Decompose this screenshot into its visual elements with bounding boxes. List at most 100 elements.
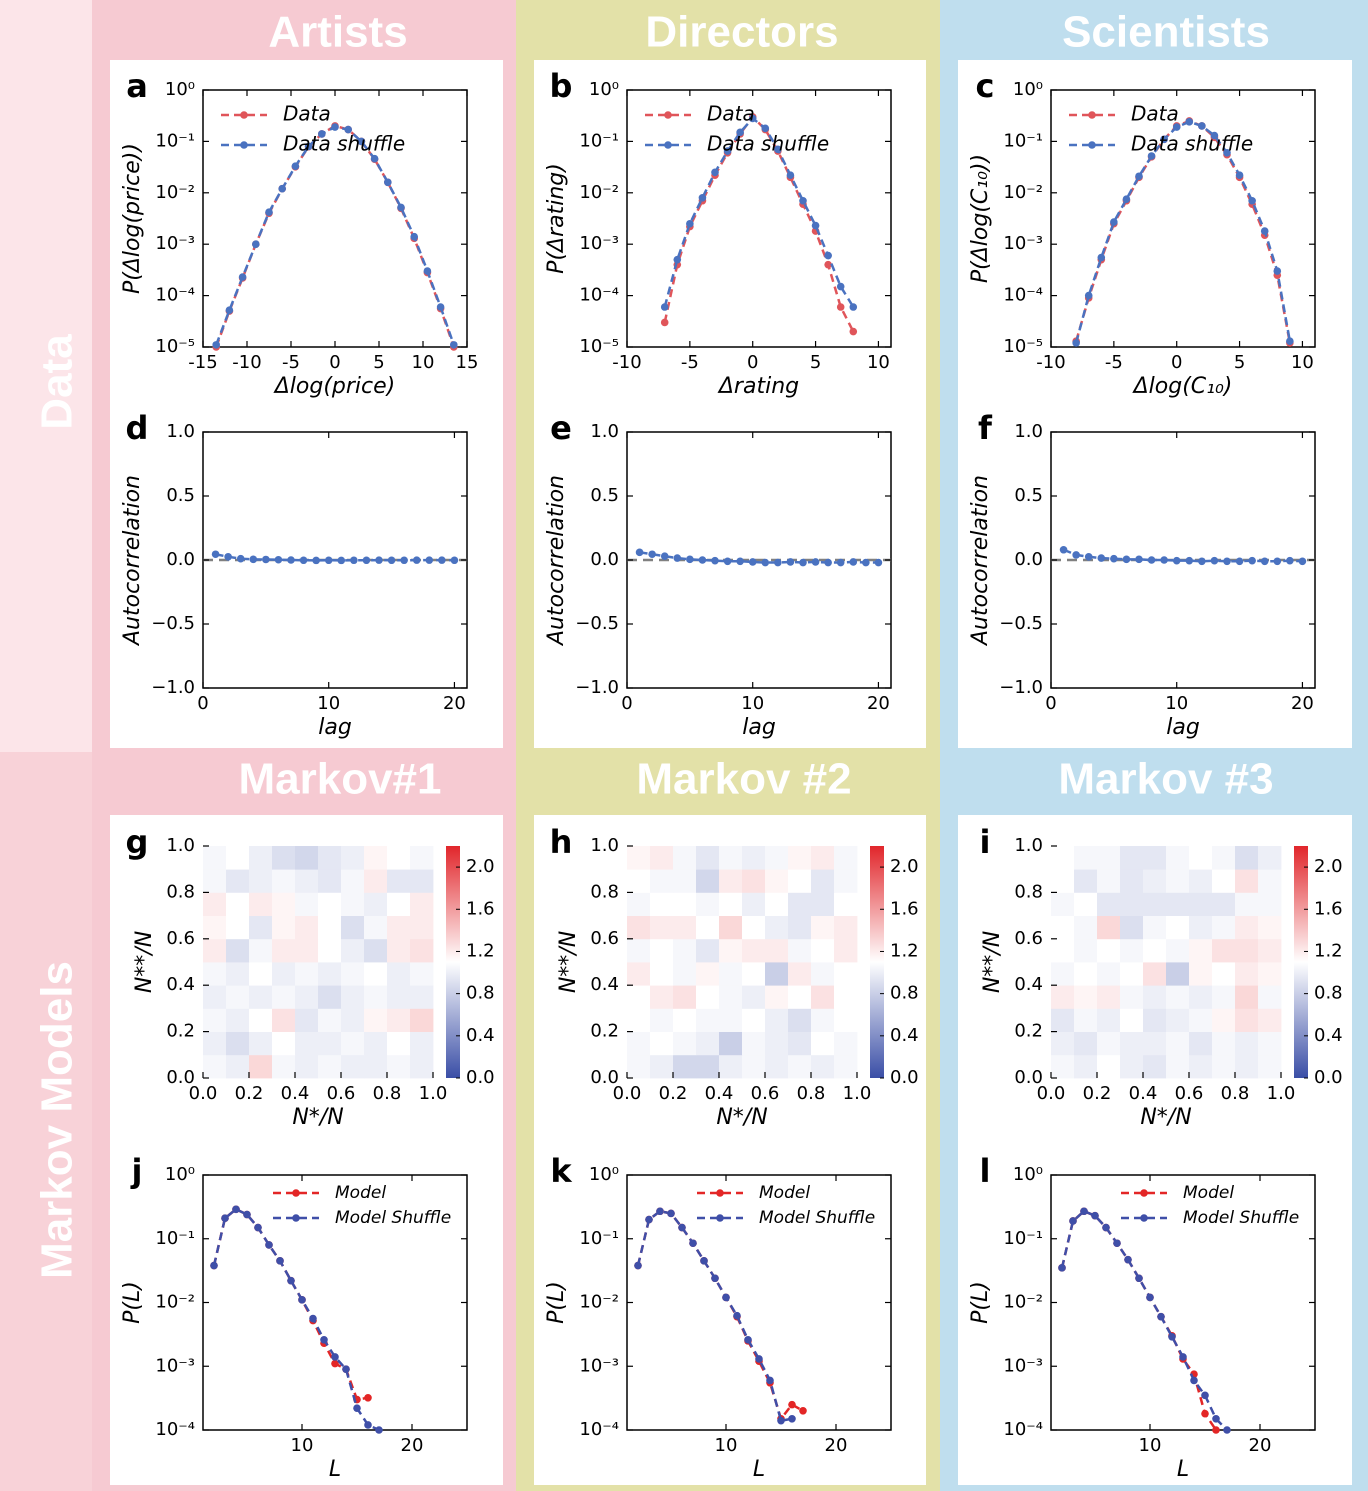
heatmap-cell bbox=[410, 846, 434, 870]
heatmap-cell bbox=[387, 962, 411, 986]
x-tick-label: 0.4 bbox=[705, 1083, 734, 1104]
data-point bbox=[824, 260, 832, 269]
x-axis-label: Δlog(C₁₀) bbox=[1132, 374, 1233, 399]
data-point bbox=[862, 558, 870, 567]
data-point bbox=[1198, 122, 1206, 130]
colorbar-tick-label: 1.6 bbox=[466, 898, 495, 919]
x-axis-label: Δrating bbox=[717, 374, 799, 399]
data-point bbox=[331, 123, 339, 131]
x-tick-label: -10 bbox=[612, 352, 641, 373]
heatmap-cell bbox=[387, 892, 411, 916]
legend-swatch bbox=[292, 1189, 300, 1197]
heatmap-cell bbox=[1097, 1054, 1121, 1079]
data-point bbox=[673, 554, 682, 562]
heatmap-cell bbox=[696, 962, 720, 986]
x-tick-label: 10 bbox=[412, 352, 435, 373]
heatmap-cell bbox=[364, 846, 388, 870]
data-point bbox=[648, 550, 656, 559]
heatmap-cell bbox=[272, 985, 296, 1009]
data-point bbox=[1248, 196, 1256, 205]
data-point bbox=[236, 554, 245, 563]
data-point bbox=[1223, 1426, 1231, 1434]
heatmap-cell bbox=[834, 846, 858, 870]
heatmap-cell bbox=[650, 985, 674, 1009]
heatmap-cell bbox=[410, 1054, 434, 1079]
series-line bbox=[663, 114, 855, 333]
x-tick-label: 0 bbox=[197, 693, 208, 714]
heatmap-cell bbox=[1120, 1054, 1144, 1079]
heatmap-cell bbox=[203, 962, 227, 986]
data-point bbox=[1160, 556, 1168, 564]
heatmap-cell bbox=[1120, 915, 1144, 940]
heatmap-cell bbox=[203, 1031, 227, 1056]
y-axis-label: N**/N bbox=[556, 931, 581, 993]
x-tick-label: 1.0 bbox=[419, 1083, 448, 1104]
x-tick-label: 5 bbox=[1234, 352, 1245, 373]
x-axis-label: L bbox=[1177, 1457, 1189, 1482]
heatmap-cell bbox=[1143, 892, 1167, 916]
data-point bbox=[774, 145, 782, 154]
data-point bbox=[1110, 554, 1118, 563]
data-point bbox=[824, 251, 832, 260]
heatmap-cell bbox=[1051, 938, 1075, 963]
data-point bbox=[450, 341, 458, 349]
series-line bbox=[1074, 119, 1292, 344]
heatmap-cell bbox=[387, 846, 411, 870]
x-tick-label: 10 bbox=[1139, 1435, 1162, 1456]
y-axis-label: P(Δlog(C₁₀)) bbox=[968, 154, 993, 283]
data-point bbox=[1084, 553, 1093, 561]
heatmap-cell bbox=[387, 1031, 411, 1056]
x-tick-label: 10 bbox=[1165, 693, 1188, 714]
x-tick-label: 0.2 bbox=[1083, 1083, 1112, 1104]
x-tick-label: 0 bbox=[621, 693, 632, 714]
heatmap-cell bbox=[1212, 915, 1236, 940]
heatmap-cell bbox=[1166, 892, 1190, 916]
heatmap-cell bbox=[627, 846, 651, 870]
y-tick-label: 0.5 bbox=[166, 485, 195, 506]
data-point bbox=[1210, 556, 1219, 565]
series-line bbox=[1060, 1209, 1228, 1431]
y-tick-label: 0.4 bbox=[1014, 974, 1043, 995]
legend-swatch bbox=[1140, 1214, 1148, 1222]
data-point bbox=[362, 556, 371, 565]
data-point bbox=[324, 556, 333, 565]
x-tick-label: 20 bbox=[867, 693, 890, 714]
legend-label: Model bbox=[335, 1183, 386, 1203]
heatmap-cell bbox=[1189, 846, 1213, 870]
heatmap-cell bbox=[834, 1008, 858, 1032]
y-axis-label: Autocorrelation bbox=[968, 475, 993, 647]
heatmap-cell bbox=[364, 1031, 388, 1056]
y-tick-label: 10⁻¹ bbox=[155, 1228, 195, 1249]
heatmap-cell bbox=[1097, 1031, 1121, 1056]
data-point bbox=[1110, 218, 1118, 226]
heatmap-cell bbox=[1235, 938, 1259, 963]
heatmap-cell bbox=[249, 846, 273, 870]
heatmap-cell bbox=[627, 1008, 651, 1032]
heatmap-cell bbox=[811, 869, 835, 893]
data-point bbox=[1298, 557, 1307, 566]
panel-letter: k bbox=[550, 1152, 572, 1190]
row-header: Data bbox=[33, 334, 82, 430]
x-tick-label: 0.8 bbox=[1221, 1083, 1250, 1104]
data-point bbox=[210, 1261, 218, 1270]
y-tick-label: 0.5 bbox=[590, 485, 619, 506]
heatmap-cell bbox=[387, 915, 411, 940]
column-header: Artists bbox=[268, 8, 407, 57]
heatmap-cell bbox=[1212, 1008, 1236, 1032]
data-point bbox=[291, 162, 300, 170]
colorbar-tick-label: 1.2 bbox=[890, 940, 919, 961]
y-tick-label: 10⁰ bbox=[1013, 79, 1043, 100]
data-point bbox=[342, 1365, 350, 1373]
x-tick-label: 0 bbox=[329, 352, 340, 373]
y-tick-label: 0.0 bbox=[1014, 1067, 1043, 1088]
y-tick-label: 0.0 bbox=[166, 549, 195, 570]
data-point bbox=[1059, 545, 1068, 554]
heatmap-cell bbox=[696, 869, 720, 893]
heatmap-cell bbox=[387, 985, 411, 1009]
y-tick-label: 10⁻³ bbox=[1003, 1355, 1043, 1376]
heatmap-cell bbox=[719, 1008, 743, 1032]
heatmap-cell bbox=[1074, 985, 1098, 1009]
heatmap-cell bbox=[1120, 869, 1144, 893]
legend-label: Data shuffle bbox=[283, 132, 405, 156]
x-tick-label: 0.2 bbox=[235, 1083, 264, 1104]
